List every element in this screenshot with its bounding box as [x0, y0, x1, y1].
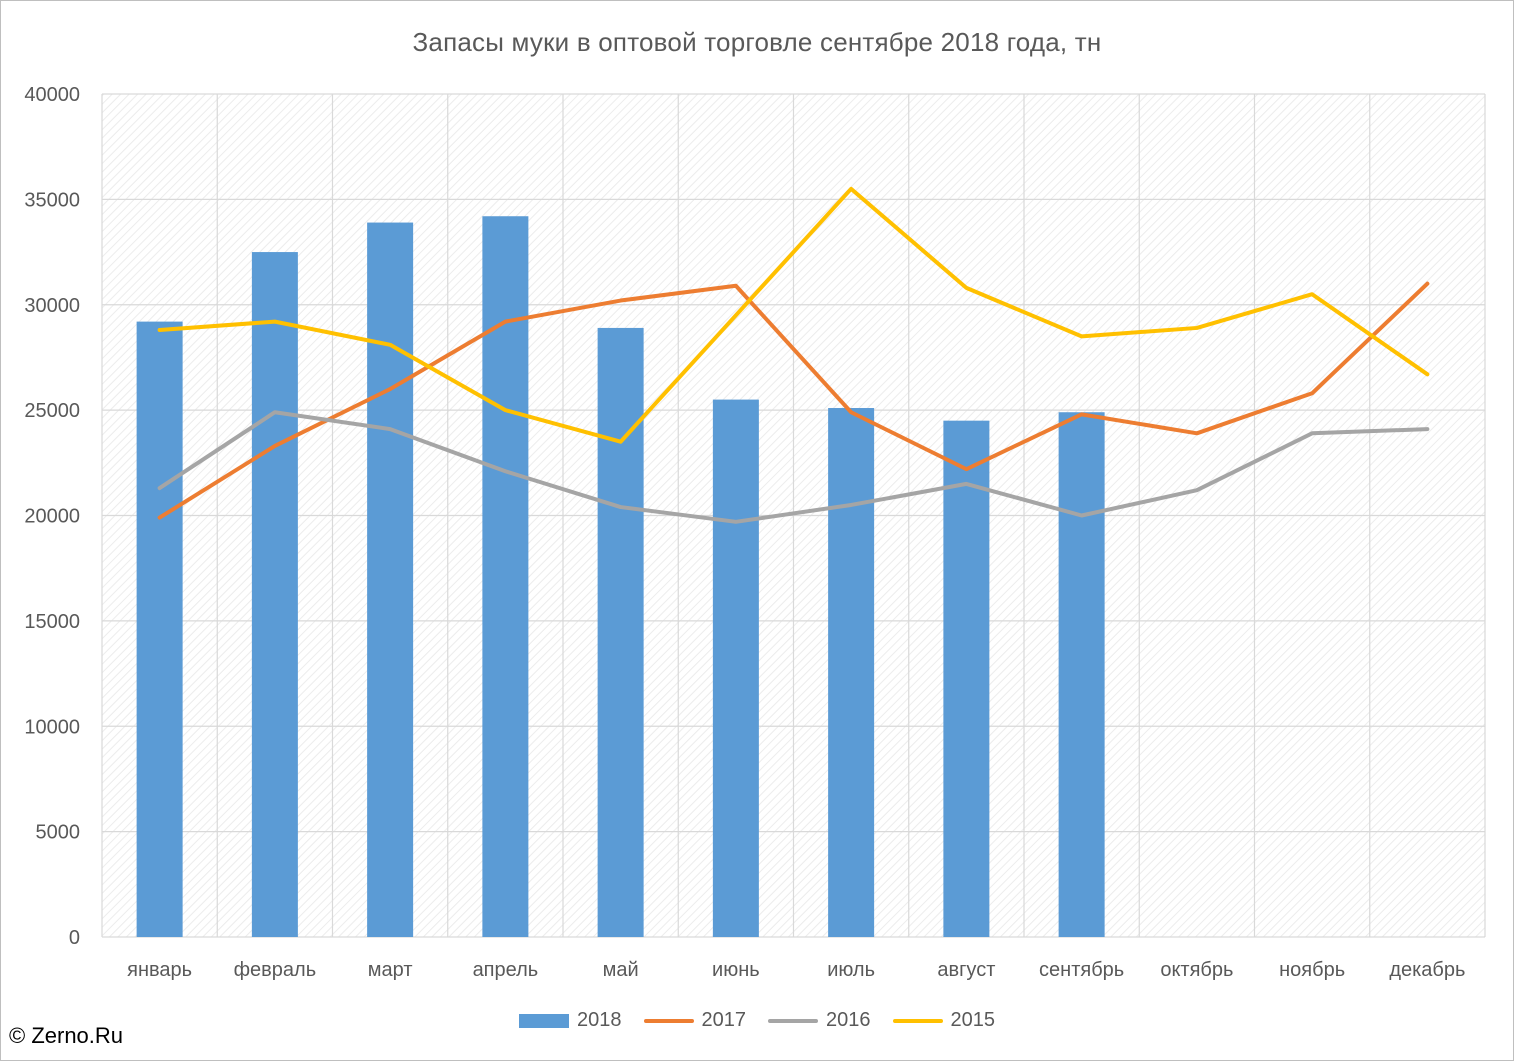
chart-legend: 2018 2017 2016 2015 [1, 1009, 1513, 1032]
x-tick-label: декабрь [1389, 959, 1465, 981]
y-tick-label: 20000 [24, 506, 80, 528]
copyright-credit: © Zerno.Ru [9, 1023, 124, 1048]
y-tick-label: 30000 [24, 295, 80, 317]
series-line-2016 [157, 410, 1430, 524]
bar-2018 [1058, 412, 1105, 937]
legend-swatch [768, 1018, 818, 1023]
y-tick-label: 5000 [36, 822, 81, 844]
legend-label: 2018 [577, 1009, 622, 1031]
x-tick-label: январь [127, 959, 192, 981]
legend-item-2015: 2015 [892, 1009, 996, 1032]
x-tick-label: февраль [234, 959, 317, 981]
legend-label: 2015 [950, 1009, 996, 1031]
bar-2018 [943, 420, 990, 938]
bar-2018 [712, 399, 759, 937]
x-tick-label: июнь [712, 959, 760, 981]
x-tick-label: октябрь [1160, 959, 1233, 981]
series-line-2017 [157, 281, 1430, 520]
y-tick-label: 40000 [24, 84, 80, 106]
y-tick-label: 25000 [24, 400, 80, 422]
legend-swatch [519, 1013, 569, 1028]
x-tick-label: август [937, 959, 995, 981]
x-tick-label: март [368, 959, 413, 981]
x-tick-label: апрель [473, 959, 539, 981]
x-tick-label: сентябрь [1039, 959, 1124, 981]
series-line-2015 [157, 186, 1430, 444]
legend-item-2018: 2018 [519, 1009, 622, 1032]
x-tick-label: июль [827, 959, 875, 981]
legend-swatch [892, 1018, 943, 1023]
y-tick-label: 15000 [24, 611, 80, 633]
x-tick-label: май [603, 959, 639, 981]
bar-2018 [136, 321, 183, 937]
legend-label: 2016 [826, 1009, 871, 1031]
legend-label: 2017 [701, 1009, 747, 1031]
bar-2018 [597, 327, 644, 937]
bar-2018 [828, 408, 875, 938]
y-tick-label: 35000 [24, 189, 80, 211]
y-tick-label: 10000 [24, 716, 80, 738]
bar-2018 [251, 252, 298, 937]
x-tick-label: ноябрь [1279, 959, 1345, 981]
chart-plot: 0 5000 10000 15000 20000 25000 30000 35000 40000… [24, 84, 1486, 981]
legend-item-2017: 2017 [643, 1009, 747, 1032]
bar-2018 [482, 216, 529, 938]
chart-title: Запасы муки в оптовой торговле сентябре … [412, 27, 1102, 57]
legend-swatch [643, 1018, 694, 1023]
bar-2018 [367, 222, 414, 937]
y-tick-label: 0 [69, 927, 80, 949]
legend-item-2016: 2016 [768, 1009, 871, 1032]
